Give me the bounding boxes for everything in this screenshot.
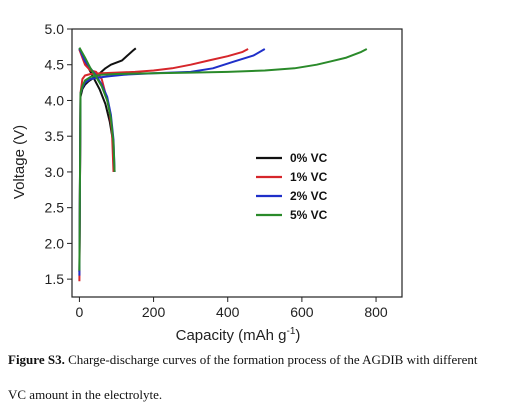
legend-label: 5% VC xyxy=(290,208,328,222)
x-axis-title-main: Capacity (mAh g xyxy=(176,327,287,344)
figure-caption-line2: VC amount in the electrolyte. xyxy=(8,387,514,403)
x-axis-title-close: ) xyxy=(295,327,300,344)
x-tick-label: 0 xyxy=(76,304,84,320)
series-layer xyxy=(78,47,368,282)
x-axis-title: Capacity (mAh g-1) xyxy=(176,326,301,344)
axis-ticks: 0 200 400 600 800 1.5 2.0 2.5 3.0 3.5 4.0 4.5 5.0 xyxy=(45,21,388,320)
y-tick-label: 2.0 xyxy=(45,235,65,251)
y-axis-title: Voltage (V) xyxy=(11,125,28,199)
y-tick-label: 3.0 xyxy=(45,164,65,180)
y-tick-label: 2.5 xyxy=(45,200,65,216)
x-tick-label: 200 xyxy=(142,304,166,320)
y-tick-label: 5.0 xyxy=(45,21,65,37)
y-tick-label: 4.5 xyxy=(45,57,65,73)
legend: 0% VC 1% VC 2% VC 5% VC xyxy=(256,151,328,222)
x-tick-label: 600 xyxy=(290,304,314,320)
series-1pct-vc-charge-line xyxy=(78,48,249,282)
figure-caption-text-2: VC amount in the electrolyte. xyxy=(8,387,163,402)
figure-caption-text-1: Charge-discharge curves of the formation… xyxy=(68,352,478,367)
chart: 0 200 400 600 800 1.5 2.0 2.5 3.0 3.5 4.0 4.5 5.0 0%… xyxy=(11,21,403,344)
legend-label: 0% VC xyxy=(290,151,328,165)
legend-label: 2% VC xyxy=(290,189,328,203)
y-tick-label: 1.5 xyxy=(45,271,65,287)
plot-frame xyxy=(71,28,403,298)
figure-caption-line1: Figure S3. Charge-discharge curves of th… xyxy=(8,352,514,368)
series-5pct-vc-charge-line xyxy=(78,48,368,271)
series-5pct-vc-discharge-line xyxy=(78,47,116,172)
x-tick-label: 800 xyxy=(364,304,388,320)
legend-label: 1% VC xyxy=(290,170,328,184)
series-2pct-vc-charge-line xyxy=(78,48,266,276)
y-tick-label: 3.5 xyxy=(45,128,65,144)
x-tick-label: 400 xyxy=(216,304,240,320)
x-axis-title-sup: -1 xyxy=(286,326,295,337)
figure-label: Figure S3. xyxy=(8,352,65,367)
y-tick-label: 4.0 xyxy=(45,92,65,108)
